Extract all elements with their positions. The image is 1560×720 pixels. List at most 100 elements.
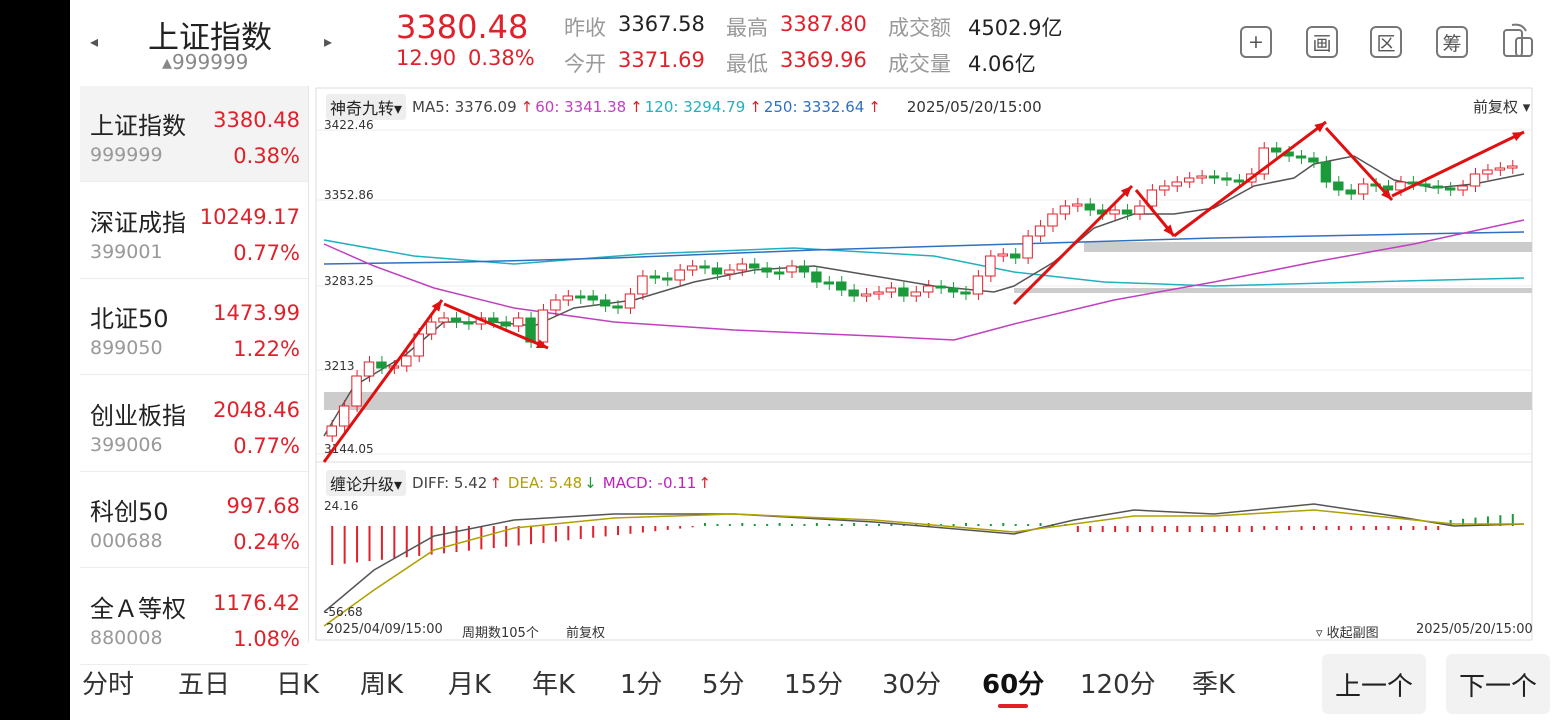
candle-body [463,321,474,325]
index-name: 北证50 [90,305,169,333]
ma-value: MA5: 3376.09 [412,98,517,116]
index-price: 3380.48 [213,108,300,132]
candle-body [624,293,636,309]
index-code: 399006 [90,433,163,456]
ma-legend: 神奇九转▾ MA5: 3376.09 ↑ 60: 3341.38 ↑ 120: 3294… [326,94,1042,120]
prev-stock-button[interactable]: 上一个 [1322,654,1426,714]
up-arrow-icon: ↑ [749,98,762,116]
candle-body [811,271,822,283]
candle-body [699,265,710,269]
candle-body [1022,235,1033,259]
tab-4[interactable]: 月K [448,670,492,700]
trend-arrow [1012,184,1134,306]
index-pct: 0.38% [233,144,300,168]
candle-body [736,263,748,271]
candle-body [1121,209,1133,215]
tab-11[interactable]: 120分 [1080,670,1156,700]
sidebar-item[interactable]: 科创50 997.68 000688 0.24% [80,472,308,568]
macd-frame [315,461,1533,641]
candle-body [488,317,499,323]
macd-top-label: 24.16 [324,499,358,513]
gray-zone [324,392,1532,410]
range-button[interactable]: 区 [1370,26,1402,58]
gray-zone [1014,288,1532,293]
stock-code-text: 999999 [172,50,249,74]
trend-arrow-head [1314,122,1326,133]
macd-values: DIFF: 5.42 ↑ DEA: 5.48 ↓ MACD: -0.11 ↑ [412,474,717,492]
candle-body [997,253,1008,257]
candle-body [537,309,549,343]
candle-body [351,375,362,407]
sidebar-item[interactable]: 北证50 1473.99 899050 1.22% [80,279,308,375]
candle-body [1208,175,1220,179]
index-code: 000688 [90,530,163,552]
tab-9[interactable]: 30分 [882,670,942,700]
sidebar-item[interactable]: 上证指数 3380.48 999999 0.38% [80,86,308,182]
candle-body [575,295,586,299]
candle-body [1295,155,1307,159]
macd-value: MACD: -0.11 [602,474,697,492]
candle-body [1109,209,1120,215]
tab-5[interactable]: 年K [532,670,576,700]
tab-12[interactable]: 季K [1192,670,1236,700]
candle-body [1183,177,1195,183]
sidebar-item[interactable]: 全Ａ等权 1176.42 880008 1.08% [80,569,308,665]
tab-2[interactable]: 日K [276,670,320,700]
candle-body [1084,203,1095,211]
ma-values: MA5: 3376.09 ↑ 60: 3341.38 ↑ 120: 3294.79 ↑ 25… [412,98,883,116]
sidebar-item[interactable]: 创业板指 2048.46 399006 0.77% [80,376,308,472]
y-axis-label: 3422.46 [324,118,374,132]
macd-legend: 缠论升级▾ DIFF: 5.42 ↑ DEA: 5.48 ↓ MACD: -0.11 ↑ [326,470,717,496]
candle-body [860,293,872,297]
rotate-screen-icon[interactable] [1500,22,1534,60]
next-stock-button[interactable]: 下一个 [1446,654,1550,714]
candle-body [1072,203,1083,207]
candle-body [1146,189,1158,207]
candle-body [1308,157,1319,163]
candle-body [338,405,350,427]
sidebar-item[interactable]: 深证成指 10249.17 399001 0.77% [80,183,308,279]
kline-chart[interactable]: 3422.463352.863283.2532133144.0524.16-56… [314,86,1534,642]
sub-indicator-selector[interactable]: 缠论升级▾ [326,470,407,496]
price-change-pct: 0.38% [468,46,535,70]
index-pct: 1.08% [233,626,300,651]
stat-value: 4.06亿 [968,52,1036,76]
candle-body [425,321,437,335]
trend-arrow-head [536,339,548,348]
candle-body [1320,161,1332,183]
next-stock-arrow-icon[interactable]: ▸ [324,32,333,51]
prev-stock-arrow-icon[interactable]: ◂ [90,32,99,51]
candle-body [450,317,462,323]
tab-7[interactable]: 5分 [702,670,745,700]
index-sidebar: 上证指数 3380.48 999999 0.38% 深证成指 10249.17 399001… [80,86,309,665]
draw-button[interactable]: 画 [1306,26,1338,58]
trend-arrow-head [1163,224,1174,236]
candle-body [1221,177,1232,181]
index-name: 创业板指 [90,401,186,430]
tab-1[interactable]: 五日 [178,670,231,700]
ma-value: 250: 3332.64 [763,98,865,116]
tab-0[interactable]: 分时 [82,670,135,700]
index-pct: 0.77% [233,433,300,458]
add-watchlist-button[interactable]: + [1240,26,1272,58]
collapse-subchart-button[interactable]: ▿ 收起副图 [1316,626,1379,641]
stat-value: 3371.69 [618,48,705,72]
tab-6[interactable]: 1分 [620,670,663,700]
trend-arrow-head [1512,132,1524,142]
dea-line [323,509,1524,627]
down-arrow-icon: ↓ [584,474,597,492]
trend-arrow-head [1381,188,1392,200]
candle-body [1482,169,1493,175]
chart-end-date: 2025/05/20/15:00 [1416,622,1533,637]
candle-body [550,299,561,311]
chips-button[interactable]: 筹 [1436,26,1468,58]
candle-body [1270,147,1282,153]
period-count: 周期数105个 [462,626,539,641]
tab-3[interactable]: 周K [360,670,404,700]
candle-body [1258,147,1269,175]
candle-body [935,285,946,289]
tab-10[interactable]: 60分 [982,670,1045,700]
adjust-selector[interactable]: 前复权 ▾ [1473,98,1531,116]
indicator-selector[interactable]: 神奇九转▾ [326,94,407,120]
tab-8[interactable]: 15分 [784,670,844,700]
